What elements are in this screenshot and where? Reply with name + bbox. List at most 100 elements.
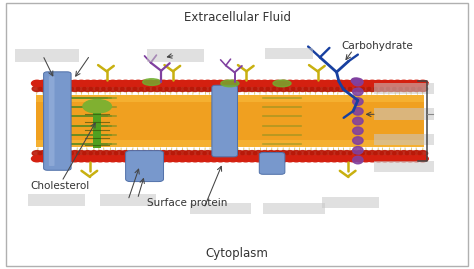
Circle shape	[76, 80, 87, 87]
Text: Cytoplasm: Cytoplasm	[206, 247, 268, 260]
Text: Carbohydrate: Carbohydrate	[341, 41, 413, 51]
Circle shape	[127, 80, 137, 87]
Circle shape	[197, 86, 206, 91]
Circle shape	[348, 86, 358, 91]
Circle shape	[120, 80, 131, 87]
Circle shape	[140, 86, 149, 91]
Circle shape	[139, 155, 150, 162]
Circle shape	[373, 155, 384, 162]
Circle shape	[322, 155, 333, 162]
Circle shape	[83, 86, 92, 91]
Circle shape	[190, 86, 200, 91]
Circle shape	[393, 151, 402, 156]
Circle shape	[202, 80, 213, 87]
FancyBboxPatch shape	[28, 194, 85, 206]
Circle shape	[140, 151, 149, 156]
Circle shape	[240, 155, 251, 162]
Circle shape	[418, 86, 428, 91]
Circle shape	[246, 80, 257, 87]
Circle shape	[51, 80, 62, 87]
Circle shape	[279, 151, 289, 156]
Circle shape	[260, 151, 270, 156]
Circle shape	[159, 86, 168, 91]
Circle shape	[228, 80, 238, 87]
Circle shape	[386, 86, 396, 91]
Circle shape	[114, 86, 124, 91]
Circle shape	[114, 80, 125, 87]
FancyBboxPatch shape	[265, 48, 313, 59]
Circle shape	[335, 155, 346, 162]
Circle shape	[51, 151, 61, 156]
Circle shape	[392, 80, 403, 87]
Circle shape	[159, 151, 168, 156]
Text: Extracellular Fluid: Extracellular Fluid	[183, 11, 291, 24]
Circle shape	[82, 155, 93, 162]
Circle shape	[190, 155, 201, 162]
Circle shape	[341, 80, 352, 87]
Circle shape	[38, 80, 49, 87]
Circle shape	[380, 151, 390, 156]
Circle shape	[70, 151, 80, 156]
Circle shape	[121, 86, 130, 91]
Circle shape	[95, 155, 106, 162]
Circle shape	[291, 80, 302, 87]
Circle shape	[101, 155, 112, 162]
Circle shape	[32, 80, 43, 87]
Circle shape	[51, 155, 62, 162]
Circle shape	[292, 151, 301, 156]
Circle shape	[379, 155, 390, 162]
Circle shape	[235, 86, 244, 91]
Circle shape	[360, 80, 371, 87]
FancyBboxPatch shape	[36, 95, 424, 102]
Circle shape	[215, 155, 226, 162]
Circle shape	[348, 155, 359, 162]
Circle shape	[317, 151, 327, 156]
Circle shape	[373, 80, 384, 87]
Circle shape	[108, 86, 118, 91]
FancyBboxPatch shape	[322, 197, 379, 208]
Circle shape	[228, 151, 238, 156]
Circle shape	[76, 151, 86, 156]
FancyBboxPatch shape	[212, 85, 237, 157]
Circle shape	[70, 155, 81, 162]
Circle shape	[146, 80, 156, 87]
Circle shape	[32, 155, 43, 162]
Circle shape	[323, 151, 333, 156]
Circle shape	[329, 86, 339, 91]
Circle shape	[266, 151, 276, 156]
Circle shape	[297, 155, 308, 162]
Ellipse shape	[353, 137, 363, 144]
Circle shape	[374, 86, 383, 91]
Circle shape	[285, 151, 295, 156]
Circle shape	[405, 155, 416, 162]
FancyBboxPatch shape	[126, 151, 164, 182]
Circle shape	[45, 86, 55, 91]
Circle shape	[412, 86, 421, 91]
Circle shape	[152, 151, 162, 156]
Circle shape	[234, 80, 245, 87]
Circle shape	[164, 155, 175, 162]
Circle shape	[266, 86, 276, 91]
Circle shape	[70, 86, 80, 91]
Circle shape	[202, 155, 213, 162]
Circle shape	[310, 80, 321, 87]
Circle shape	[183, 155, 194, 162]
Circle shape	[298, 86, 308, 91]
Circle shape	[121, 151, 130, 156]
Ellipse shape	[83, 100, 111, 113]
Circle shape	[253, 155, 264, 162]
Circle shape	[398, 80, 409, 87]
Circle shape	[241, 86, 250, 91]
Circle shape	[127, 86, 137, 91]
Circle shape	[392, 155, 403, 162]
Circle shape	[44, 155, 55, 162]
Circle shape	[171, 80, 182, 87]
Circle shape	[265, 155, 276, 162]
Ellipse shape	[351, 78, 360, 83]
Circle shape	[386, 151, 396, 156]
FancyBboxPatch shape	[374, 161, 434, 172]
Circle shape	[63, 155, 74, 162]
Circle shape	[361, 151, 371, 156]
Circle shape	[146, 155, 156, 162]
Circle shape	[178, 151, 187, 156]
